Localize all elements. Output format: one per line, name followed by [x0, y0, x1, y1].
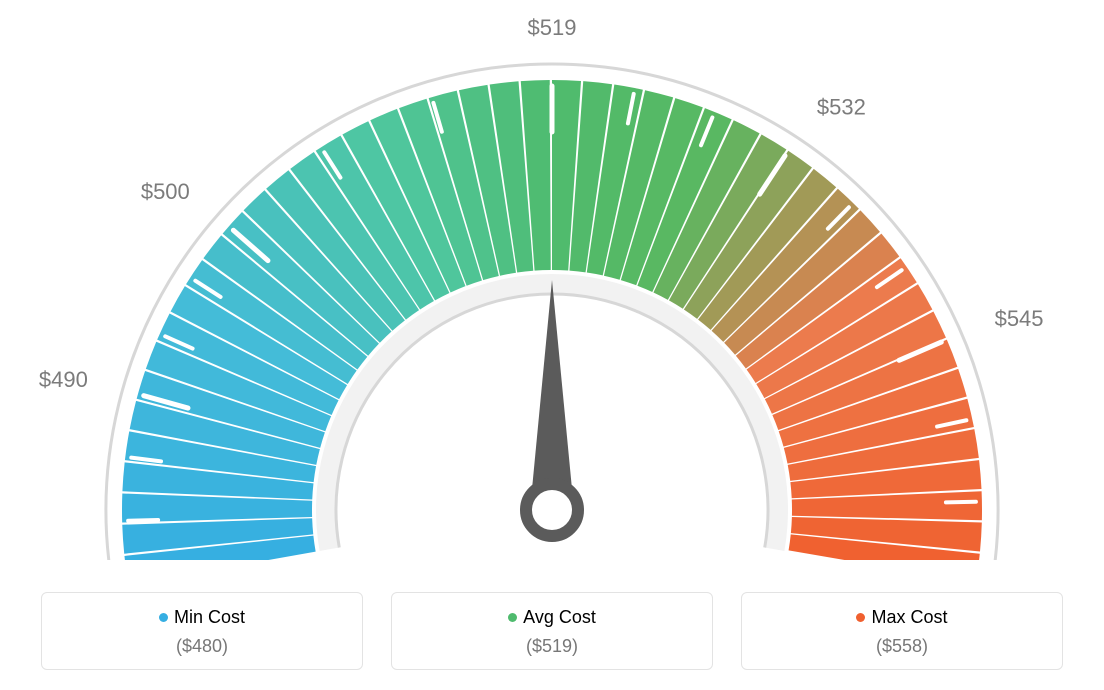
dot-icon: [159, 613, 168, 622]
legend-label: Avg Cost: [523, 607, 596, 627]
gauge-tick: [128, 520, 158, 521]
dot-icon: [856, 613, 865, 622]
gauge-tick: [946, 502, 976, 503]
legend-value-avg: ($519): [402, 636, 702, 657]
legend-row: Min Cost ($480) Avg Cost ($519) Max Cost…: [0, 592, 1104, 670]
gauge-scale-label: $500: [141, 179, 190, 204]
legend-label: Max Cost: [871, 607, 947, 627]
legend-title-max: Max Cost: [752, 607, 1052, 628]
gauge-scale-label: $532: [817, 94, 866, 119]
legend-card-min: Min Cost ($480): [41, 592, 363, 670]
legend-card-max: Max Cost ($558): [741, 592, 1063, 670]
cost-gauge-chart: $480$490$500$519$532$545$558 Min Cost ($…: [0, 0, 1104, 690]
gauge-needle: [530, 280, 574, 510]
dot-icon: [508, 613, 517, 622]
legend-title-min: Min Cost: [52, 607, 352, 628]
gauge-needle-hub: [526, 484, 578, 536]
legend-title-avg: Avg Cost: [402, 607, 702, 628]
legend-card-avg: Avg Cost ($519): [391, 592, 713, 670]
gauge-svg: $480$490$500$519$532$545$558: [0, 0, 1104, 560]
legend-label: Min Cost: [174, 607, 245, 627]
gauge-scale-label: $545: [995, 306, 1044, 331]
legend-value-min: ($480): [52, 636, 352, 657]
gauge-scale-label: $519: [528, 15, 577, 40]
legend-value-max: ($558): [752, 636, 1052, 657]
gauge-scale-label: $490: [39, 367, 88, 392]
